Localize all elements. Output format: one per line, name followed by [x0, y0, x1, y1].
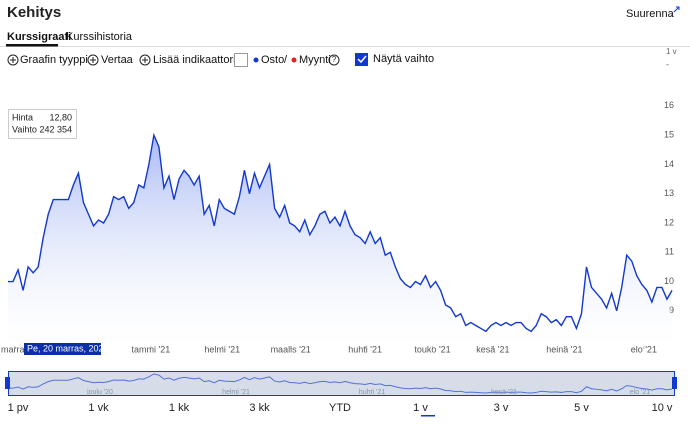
range-button[interactable]: 1 pv: [8, 402, 29, 414]
change: -: [666, 59, 669, 69]
navigator-label: kesä '21: [491, 389, 517, 396]
x-tick-label: marras: [1, 344, 30, 354]
x-tick-label: heinä '21: [546, 344, 582, 354]
show-volume[interactable]: Näytä vaihto: [373, 53, 434, 65]
range-button[interactable]: 1 vk: [88, 402, 109, 414]
buy: Osto: [261, 54, 284, 66]
chart-type[interactable]: Graafin tyyppi: [20, 54, 88, 66]
range-button[interactable]: 1 v: [413, 402, 428, 414]
price-line: [8, 132, 673, 333]
help-circle[interactable]: [328, 54, 340, 66]
range-selected: [421, 415, 435, 417]
indicators[interactable]: Lisää indikaattori: [153, 54, 236, 66]
compare[interactable]: Vertaa: [101, 54, 134, 66]
x-tick-label: helmi '21: [204, 344, 240, 354]
nav-handle[interactable]: [672, 377, 677, 389]
range-button[interactable]: 1 kk: [169, 402, 190, 414]
y-tick-label: 14: [664, 159, 674, 169]
range-button[interactable]: YTD: [329, 402, 351, 414]
range-button[interactable]: 10 v: [652, 402, 673, 414]
volume-checkbox[interactable]: [355, 53, 368, 66]
range-button[interactable]: 3 kk: [249, 402, 270, 414]
navigator-label: huhti '21: [359, 389, 385, 396]
x-tick-label: huhti '21: [348, 344, 382, 354]
y-tick-label: 11: [665, 247, 674, 257]
y-tick-label: 16: [664, 100, 674, 110]
trades-checkbox[interactable]: [234, 53, 248, 67]
area: [8, 135, 672, 346]
nav-handle[interactable]: [5, 377, 10, 389]
check: [357, 55, 367, 64]
help[interactable]: ?: [332, 55, 337, 64]
tooltip-label: Hinta: [12, 112, 33, 122]
x-tick-label: kesä '21: [476, 344, 509, 354]
x-tick-label: maalis '21: [271, 344, 311, 354]
tooltip: [8, 109, 77, 139]
period: 1 v: [666, 47, 677, 56]
range-button[interactable]: 5 v: [574, 402, 589, 414]
x-tick-label: touko '21: [414, 344, 450, 354]
sell: Myynti: [299, 54, 331, 66]
navigator-series: [8, 373, 673, 394]
tab-underline: [6, 44, 58, 47]
expand[interactable]: Suurenna: [626, 8, 675, 20]
navigator-labels: joulu '20 helmi '21 huhti '21 kesä '21 elo '…: [86, 389, 650, 396]
sell-dot: [291, 57, 297, 63]
crosshair-box: [24, 343, 101, 355]
y-tick-label: 12: [664, 217, 674, 227]
separator: /: [284, 54, 288, 66]
tooltip-value: 242 354: [39, 124, 72, 134]
navigator-label: joulu '20: [86, 389, 113, 396]
navigator-label: helmi '21: [222, 389, 250, 396]
y-tick-label: 13: [664, 188, 674, 198]
y-tick-label: 10: [664, 276, 674, 286]
tab[interactable]: Kurssigraafi: [7, 31, 71, 43]
title: Kehitys: [7, 4, 61, 21]
navigator-line: [8, 373, 673, 394]
x-tick-label: elo '21: [631, 344, 657, 354]
tooltip-value: 12,80: [49, 112, 72, 122]
y-tick-label: 15: [664, 130, 674, 140]
buy-dot: [253, 57, 259, 63]
crosshair-label: Pe, 20 marras, 2020: [27, 343, 109, 353]
plus-icons: [7, 54, 151, 66]
navigator-label: elo '21: [630, 389, 651, 396]
x-tick-label: tammi '21: [131, 344, 170, 354]
expand-icon: [670, 6, 680, 17]
range-buttons: 1 pv 1 vk 1 kk 3 kk YTD 1 v 3 v 5 v 10 v: [8, 402, 673, 417]
tooltip-label: Vaihto: [12, 124, 37, 134]
tab[interactable]: Kurssihistoria: [66, 31, 133, 43]
range-button[interactable]: 3 v: [494, 402, 509, 414]
